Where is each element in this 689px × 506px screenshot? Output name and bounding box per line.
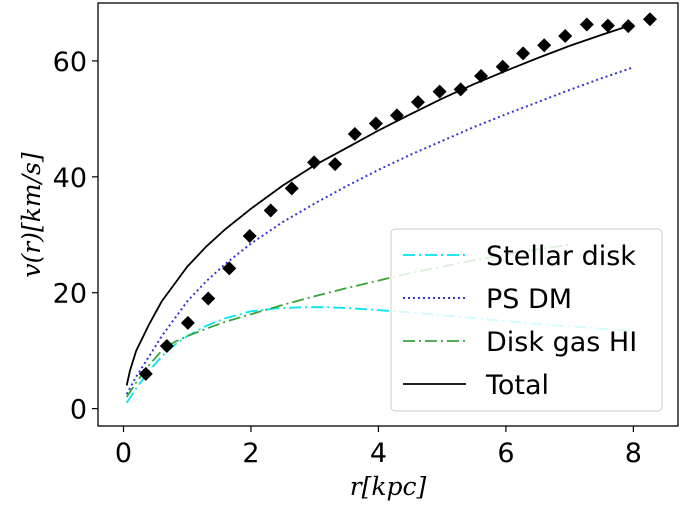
y-tick-label: 20	[53, 279, 87, 310]
observed-point	[621, 19, 636, 34]
observed-point	[284, 181, 299, 196]
total-legend-label: Total	[485, 370, 549, 401]
ps-dm-legend-label: PS DM	[486, 284, 572, 315]
observed-point	[600, 18, 615, 33]
x-axis-ticks: 0 2 4 6 8	[115, 426, 642, 469]
observed-point	[263, 203, 278, 218]
observed-point	[432, 84, 447, 99]
observed-point	[201, 291, 216, 306]
observed-point	[558, 29, 573, 44]
y-axis-label: v(r)[km/s]	[17, 152, 46, 277]
legend-box	[390, 228, 663, 412]
y-axis-ticks: 0 20 40 60	[53, 47, 98, 426]
observed-point	[389, 108, 404, 123]
stellar-disk-legend-label: Stellar disk	[486, 241, 636, 272]
observed-point	[579, 17, 594, 32]
observed-point	[537, 38, 552, 53]
x-tick-label: 2	[242, 438, 259, 469]
legend: Stellar disk PS DM Disk gas HI Total	[390, 228, 663, 412]
observed-point	[328, 157, 343, 172]
y-tick-label: 40	[53, 163, 87, 194]
observed-point	[474, 69, 489, 84]
x-tick-label: 8	[625, 438, 642, 469]
y-tick-label: 0	[70, 395, 87, 426]
observed-point	[495, 59, 510, 74]
observed-point	[180, 315, 195, 330]
observed-points-layer	[138, 12, 657, 381]
observed-point	[138, 366, 153, 381]
disk-gas-hi-legend-label: Disk gas HI	[486, 327, 637, 358]
observed-point	[307, 155, 322, 170]
y-tick-label: 60	[53, 47, 87, 78]
observed-point	[159, 339, 174, 354]
observed-point	[347, 126, 362, 141]
observed-point	[368, 116, 383, 131]
x-axis-label: r[kpc]	[350, 472, 427, 501]
plot-frame	[97, 2, 679, 427]
observed-point	[410, 95, 425, 110]
observed-point	[222, 261, 237, 276]
x-tick-label: 4	[370, 438, 387, 469]
observed-point	[642, 12, 657, 27]
x-tick-label: 0	[115, 438, 132, 469]
x-tick-label: 6	[497, 438, 514, 469]
observed-point	[516, 46, 531, 61]
observed-point	[453, 82, 468, 97]
observed-point	[242, 228, 257, 243]
total-curve	[125, 23, 634, 386]
ps-dm-curve	[125, 66, 634, 395]
